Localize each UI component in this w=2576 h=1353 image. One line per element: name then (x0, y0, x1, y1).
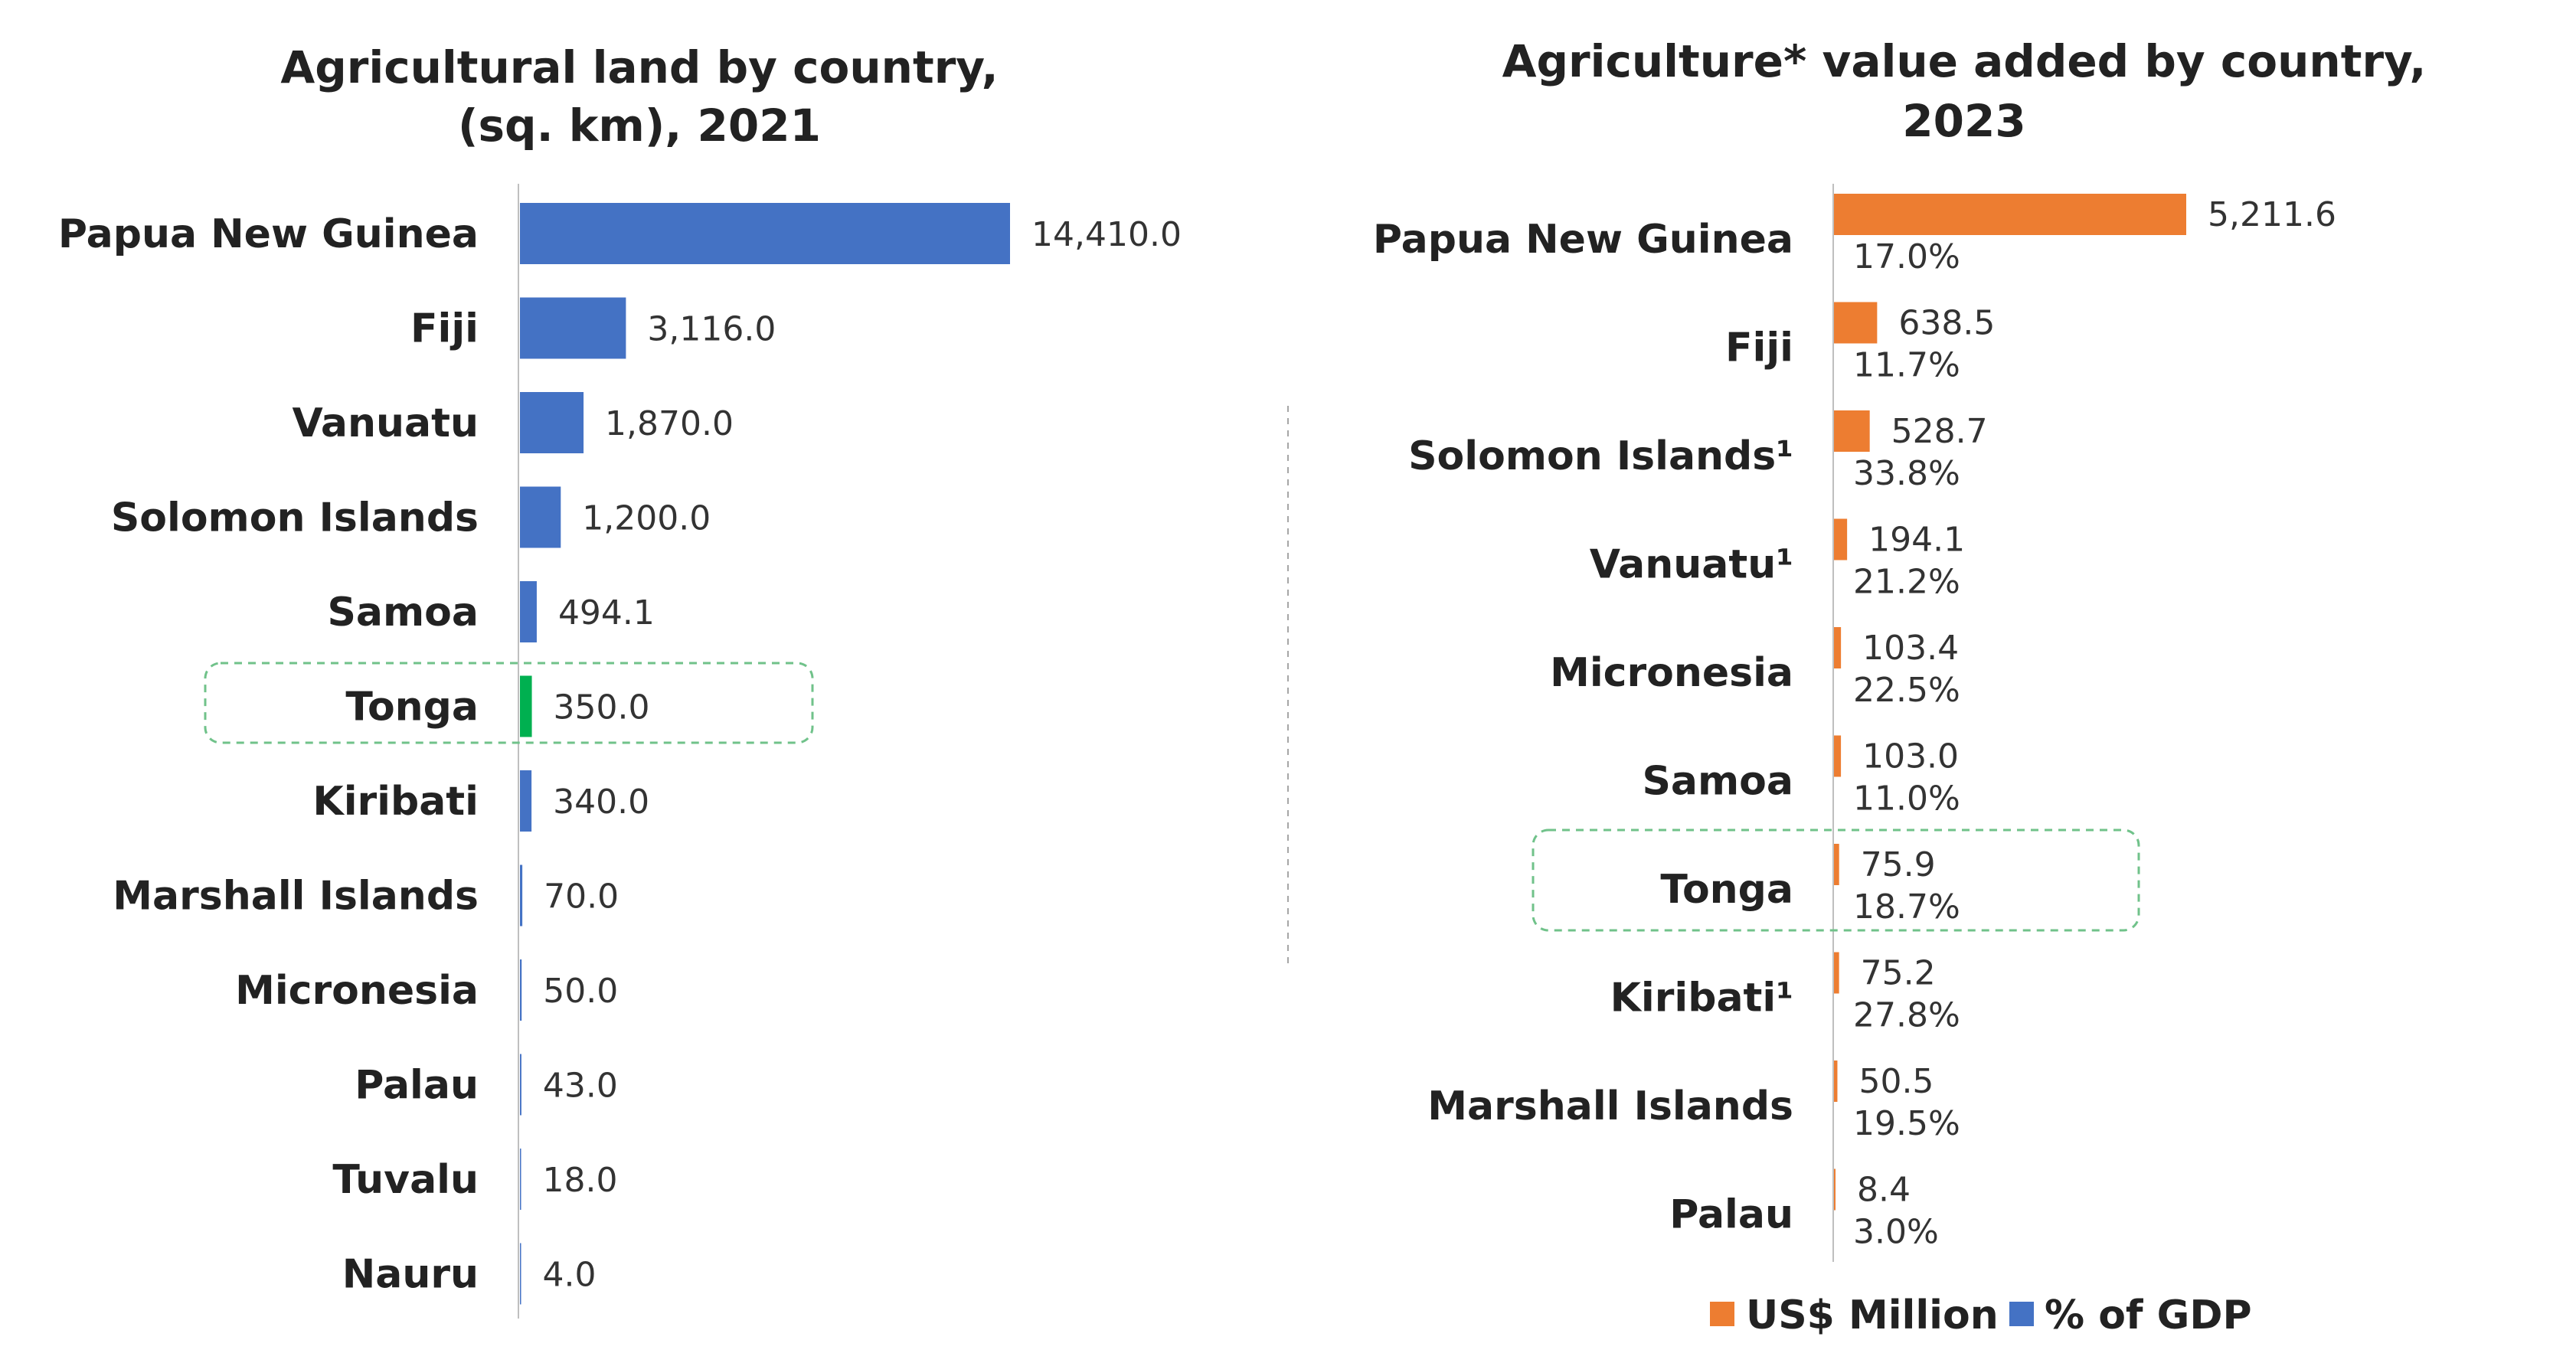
right-gdp-label-vanuatu: 21.2% (1853, 563, 1960, 602)
right-usd-label-papua-new-guinea: 5,211.6 (2208, 195, 2336, 234)
left-bar-fiji (520, 297, 626, 359)
right-bar-usd-fiji (1834, 302, 1878, 344)
right-chart-subtitle: 2023 (1902, 95, 2025, 147)
right-usd-label-samoa: 103.0 (1862, 737, 1959, 776)
right-usd-label-palau: 8.4 (1857, 1171, 1911, 1210)
left-value-label-samoa: 494.1 (558, 593, 655, 632)
left-bar-micronesia (520, 959, 522, 1021)
right-chart-marks: Papua New Guinea5,211.617.0%Fiji638.511.… (1373, 194, 2336, 1252)
right-chart-title: Agriculture* value added by country, (1502, 35, 2427, 87)
agricultural-land-chart: Agricultural land by country, (sq. km), … (58, 41, 1182, 1319)
left-category-label-palau: Palau (355, 1063, 479, 1109)
left-chart-marks: Papua New Guinea 14,410.0 Fiji 3,116.0 Vanua… (58, 203, 1182, 1305)
left-category-label-solomon-islands: Solomon Islands (111, 495, 479, 541)
right-bar-usd-tonga (1834, 844, 1839, 885)
legend: US$ Million % of GDP (1710, 1293, 2252, 1338)
left-bar-papua-new-guinea (520, 203, 1010, 264)
right-category-label-tonga: Tonga (1660, 867, 1793, 913)
left-chart-title: Agricultural land by country, (280, 41, 998, 93)
right-bar-usd-kiribati (1834, 952, 1839, 994)
right-bar-usd-papua-new-guinea (1834, 194, 2186, 235)
right-bar-usd-micronesia (1834, 627, 1842, 668)
left-value-label-nauru: 4.0 (543, 1256, 597, 1295)
left-value-label-palau: 43.0 (543, 1067, 618, 1106)
right-bar-usd-samoa (1834, 735, 1842, 777)
left-bar-vanuatu (520, 392, 584, 453)
right-bar-usd-marshall-islands (1834, 1061, 1838, 1102)
left-value-label-papua-new-guinea: 14,410.0 (1031, 215, 1182, 254)
right-category-label-fiji: Fiji (1725, 325, 1793, 371)
right-category-label-palau: Palau (1669, 1192, 1793, 1238)
right-gdp-label-fiji: 11.7% (1853, 346, 1960, 385)
right-gdp-label-kiribati: 27.8% (1853, 996, 1960, 1035)
legend-swatch-usd-million (1710, 1302, 1734, 1326)
legend-swatch-pct-gdp (2009, 1302, 2034, 1326)
right-bar-usd-vanuatu (1834, 518, 1848, 560)
tonga-highlight-box-right (1532, 828, 2140, 932)
left-bar-kiribati (520, 770, 532, 832)
left-category-label-vanuatu: Vanuatu (293, 400, 479, 446)
left-category-label-kiribati: Kiribati (312, 779, 479, 825)
left-value-label-fiji: 3,116.0 (647, 310, 776, 349)
left-value-label-tonga: 350.0 (554, 688, 650, 727)
left-bar-palau (520, 1054, 521, 1116)
left-chart-subtitle: (sq. km), 2021 (458, 100, 821, 152)
right-gdp-label-samoa: 11.0% (1853, 779, 1960, 819)
left-bar-tuvalu (520, 1149, 521, 1210)
left-bar-solomon-islands (520, 486, 561, 548)
left-value-label-solomon-islands: 1,200.0 (582, 499, 711, 538)
left-value-label-kiribati: 340.0 (553, 783, 649, 822)
agriculture-value-added-chart: Agriculture* value added by country, 202… (1373, 35, 2426, 1338)
right-gdp-label-micronesia: 22.5% (1853, 671, 1960, 710)
right-category-label-samoa: Samoa (1642, 759, 1793, 805)
left-bar-tonga (520, 675, 532, 737)
right-category-label-vanuatu: Vanuatu¹ (1590, 542, 1793, 588)
right-usd-label-fiji: 638.5 (1898, 304, 1995, 343)
left-category-label-tuvalu: Tuvalu (332, 1157, 479, 1203)
left-category-label-samoa: Samoa (327, 590, 479, 636)
left-category-label-marshall-islands: Marshall Islands (113, 874, 479, 920)
left-value-label-micronesia: 50.0 (543, 972, 618, 1011)
right-gdp-label-palau: 3.0% (1853, 1213, 1939, 1252)
left-bar-marshall-islands (520, 864, 523, 927)
right-gdp-label-papua-new-guinea: 17.0% (1853, 237, 1960, 276)
left-category-label-fiji: Fiji (410, 306, 479, 352)
right-usd-label-marshall-islands: 50.5 (1858, 1062, 1934, 1101)
left-bar-samoa (520, 581, 537, 642)
right-category-label-papua-new-guinea: Papua New Guinea (1373, 217, 1793, 263)
right-usd-label-solomon-islands: 528.7 (1891, 412, 1988, 451)
right-category-label-micronesia: Micronesia (1550, 650, 1793, 696)
left-category-label-tonga: Tonga (345, 685, 479, 730)
right-usd-label-micronesia: 103.4 (1862, 629, 1959, 668)
right-category-label-kiribati: Kiribati¹ (1610, 976, 1793, 1021)
right-usd-label-vanuatu: 194.1 (1868, 521, 1965, 560)
right-gdp-label-solomon-islands: 33.8% (1853, 454, 1960, 493)
right-category-label-marshall-islands: Marshall Islands (1427, 1083, 1793, 1129)
right-bar-usd-palau (1834, 1168, 1836, 1211)
left-bar-nauru (520, 1243, 521, 1305)
left-value-label-marshall-islands: 70.0 (544, 877, 619, 917)
right-gdp-label-marshall-islands: 19.5% (1853, 1104, 1960, 1143)
left-value-label-vanuatu: 1,870.0 (605, 404, 734, 443)
tonga-highlight-box-left (204, 662, 814, 744)
legend-label-usd-million: US$ Million (1746, 1293, 1999, 1338)
right-usd-label-tonga: 75.9 (1861, 845, 1936, 884)
right-bar-usd-solomon-islands (1834, 410, 1870, 452)
right-usd-label-kiribati: 75.2 (1861, 954, 1936, 993)
left-category-label-papua-new-guinea: Papua New Guinea (58, 211, 479, 257)
right-category-label-solomon-islands: Solomon Islands¹ (1408, 433, 1793, 479)
legend-label-pct-gdp: % of GDP (2045, 1293, 2252, 1338)
left-value-label-tuvalu: 18.0 (543, 1161, 618, 1200)
right-gdp-label-tonga: 18.7% (1853, 887, 1960, 927)
left-category-label-micronesia: Micronesia (235, 968, 479, 1014)
left-category-label-nauru: Nauru (342, 1252, 479, 1298)
